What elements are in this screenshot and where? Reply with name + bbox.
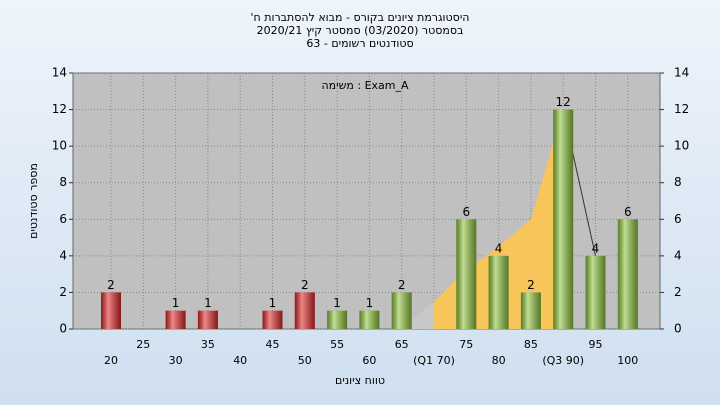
value-label: 6 — [462, 205, 470, 219]
annotation: משימה : Exam_A — [321, 79, 409, 92]
bar-shade — [391, 292, 412, 329]
value-label: 1 — [172, 296, 180, 310]
title-line: היסטוגרמת ציונים בקורס - מבוא להסתברות ח… — [251, 11, 470, 24]
value-label: 6 — [624, 205, 632, 219]
y-tick-label: 2 — [59, 285, 67, 299]
bar-shade — [197, 310, 218, 329]
value-label: 4 — [592, 241, 600, 255]
x-tick-label: 100 — [617, 354, 638, 367]
value-label: 2 — [527, 278, 535, 292]
x-axis-label: טווח ציונים — [335, 374, 385, 387]
bar-shade — [488, 255, 509, 329]
value-label: 2 — [398, 278, 406, 292]
bar-shade — [101, 292, 121, 329]
y2-tick-label: 0 — [674, 322, 682, 336]
x-tick-label: (Q1 70) — [413, 354, 455, 367]
x-tick-label: 75 — [459, 338, 473, 351]
value-label: 1 — [333, 296, 341, 310]
x-tick-label: 65 — [395, 338, 409, 351]
y-tick-label: 14 — [52, 66, 67, 80]
bar-shade — [294, 292, 315, 329]
value-label: 12 — [556, 95, 571, 109]
x-tick-label: 20 — [104, 354, 118, 367]
title-line: סטודנטים רשומים - 63 — [306, 37, 413, 50]
x-tick-label: 25 — [136, 338, 150, 351]
y2-tick-label: 10 — [674, 139, 689, 153]
y2-tick-label: 4 — [674, 248, 682, 262]
y-tick-label: 12 — [52, 102, 67, 116]
x-tick-label: 35 — [201, 338, 215, 351]
y2-tick-label: 8 — [674, 175, 682, 189]
x-tick-label: 30 — [169, 354, 183, 367]
y-tick-label: 4 — [59, 248, 67, 262]
x-tick-label: 85 — [524, 338, 538, 351]
y-tick-label: 0 — [59, 322, 67, 336]
y2-tick-label: 6 — [674, 212, 682, 226]
value-label: 4 — [495, 241, 503, 255]
y-tick-label: 6 — [59, 212, 67, 226]
bar-shade — [327, 310, 348, 329]
x-tick-label: 80 — [492, 354, 506, 367]
x-tick-label: 95 — [589, 338, 603, 351]
y2-tick-label: 12 — [674, 102, 689, 116]
value-label: 1 — [204, 296, 212, 310]
bar-shade — [553, 109, 574, 329]
x-tick-label: (Q3 90) — [542, 354, 584, 367]
y-tick-label: 10 — [52, 139, 67, 153]
bar-shade — [585, 255, 606, 329]
x-tick-label: 50 — [298, 354, 312, 367]
bar-shade — [520, 292, 541, 329]
value-label: 1 — [366, 296, 374, 310]
x-tick-label: 55 — [330, 338, 344, 351]
bar-shade — [617, 219, 638, 329]
value-label: 2 — [107, 278, 115, 292]
bar-shade — [262, 310, 283, 329]
value-label: 1 — [269, 296, 277, 310]
y2-tick-label: 14 — [674, 66, 689, 80]
value-label: 2 — [301, 278, 309, 292]
x-tick-label: 45 — [266, 338, 280, 351]
x-tick-label: 40 — [233, 354, 247, 367]
bar-shade — [165, 310, 186, 329]
bar-shade — [359, 310, 380, 329]
title-line: בסמסטר (03/2020) סמסטר קיץ 2020/21 — [257, 24, 464, 37]
y-tick-label: 8 — [59, 175, 67, 189]
x-tick-label: 60 — [362, 354, 376, 367]
y2-tick-label: 2 — [674, 285, 682, 299]
y-axis-label: מספר סטודנטים — [27, 163, 40, 239]
bar-shade — [456, 219, 477, 329]
